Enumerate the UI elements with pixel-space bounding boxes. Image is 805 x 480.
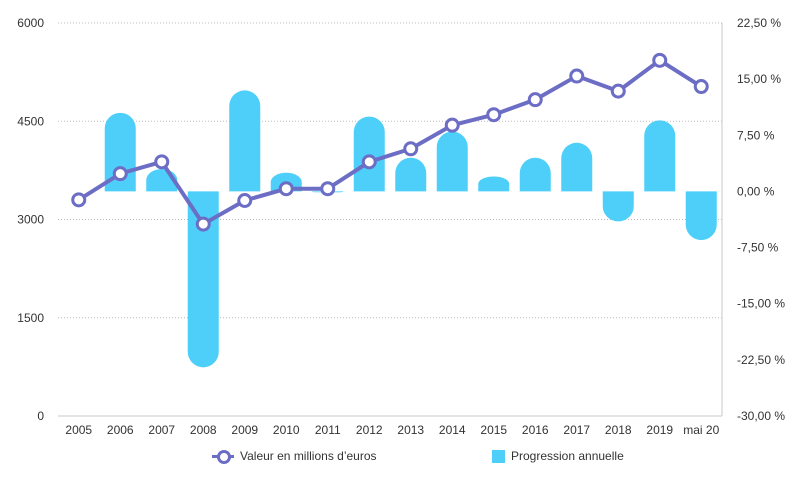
legend-item-bar[interactable]: Progression annuelle	[492, 449, 624, 463]
bar-mark	[602, 191, 634, 222]
line-point	[320, 181, 336, 197]
bar-series-icon	[492, 449, 505, 463]
line-point	[112, 166, 128, 182]
line-point	[444, 117, 460, 133]
x-tick-label: 2016	[522, 423, 549, 437]
x-tick-label: 2013	[397, 423, 424, 437]
line-point	[693, 79, 709, 95]
y-right-tick-label: -30,00 %	[737, 409, 785, 423]
line-point	[610, 83, 626, 99]
x-tick-label: 2006	[107, 423, 134, 437]
line-point	[195, 216, 211, 232]
line-point	[71, 192, 87, 208]
bar-mark	[187, 191, 219, 368]
x-tick-label: 2014	[439, 423, 466, 437]
line-series-icon	[212, 449, 234, 464]
bar-mark	[644, 120, 676, 192]
line-point	[486, 107, 502, 123]
line-point	[278, 181, 294, 197]
bar-mark	[478, 176, 510, 192]
y-left-tick-label: 0	[37, 409, 44, 423]
bar-mark	[436, 131, 468, 192]
x-tick-label: 2011	[315, 423, 341, 437]
y-right-tick-label: 15,00 %	[737, 72, 781, 86]
line-point	[237, 193, 253, 209]
x-tick-label: mai 20	[683, 423, 719, 437]
chart-legend: Valeur en millions d’euros Progression a…	[0, 449, 805, 469]
x-tick-label: 2018	[605, 423, 632, 437]
y-left-tick-label: 3000	[17, 213, 44, 227]
y-right-tick-label: 7,50 %	[737, 128, 775, 142]
x-tick-label: 2012	[356, 423, 383, 437]
legend-label-bar: Progression annuelle	[511, 449, 624, 463]
x-tick-label: 2009	[231, 423, 258, 437]
bar-mark	[395, 157, 427, 192]
line-point	[154, 154, 170, 170]
bar-mark	[685, 191, 717, 241]
line-point	[569, 68, 585, 84]
x-tick-label: 2017	[563, 423, 590, 437]
y-left-tick-label: 1500	[17, 311, 44, 325]
x-tick-label: 2007	[148, 423, 175, 437]
x-tick-label: 2015	[480, 423, 507, 437]
legend-item-line[interactable]: Valeur en millions d’euros	[212, 449, 377, 464]
legend-label-line: Valeur en millions d’euros	[240, 449, 377, 463]
line-point	[527, 92, 543, 108]
y-right-tick-label: 22,50 %	[737, 16, 781, 30]
line-series-path	[76, 58, 704, 227]
x-tick-label: 2005	[65, 423, 92, 437]
line-point	[652, 52, 668, 68]
line-point	[361, 154, 377, 170]
y-right-tick-label: -15,00 %	[737, 297, 785, 311]
x-tick-label: 2008	[190, 423, 217, 437]
y-right-tick-label: -22,50 %	[737, 353, 785, 367]
line-point	[403, 141, 419, 157]
bar-mark	[353, 116, 385, 192]
y-left-tick-label: 6000	[17, 16, 44, 30]
y-right-tick-label: -7,50 %	[737, 241, 779, 255]
bar-mark	[519, 157, 551, 192]
bar-mark	[229, 90, 261, 192]
y-left-tick-label: 4500	[17, 114, 44, 128]
x-tick-label: 2010	[273, 423, 300, 437]
bar-mark	[561, 142, 593, 192]
x-tick-label: 2019	[646, 423, 673, 437]
y-right-tick-label: 0,00 %	[737, 184, 775, 198]
